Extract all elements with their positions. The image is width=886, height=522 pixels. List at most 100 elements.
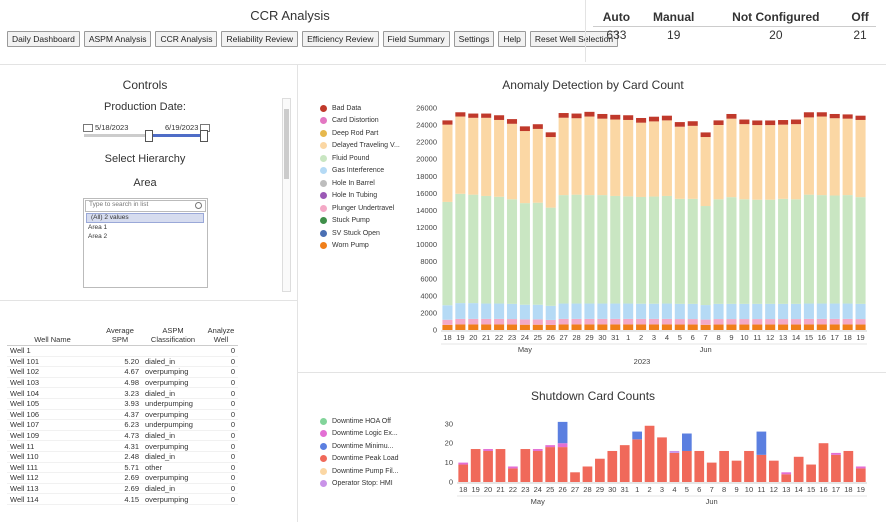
shutdown-legend-item[interactable]: Downtime Peak Load xyxy=(320,453,399,466)
bar-segment[interactable] xyxy=(687,319,698,325)
bar-segment[interactable] xyxy=(506,123,518,200)
bar-segment[interactable] xyxy=(468,113,479,118)
bar-segment[interactable] xyxy=(790,303,802,320)
bar-segment[interactable] xyxy=(855,197,866,304)
bar-segment[interactable] xyxy=(558,195,569,304)
table-row[interactable]: Well 11 4.31 overpumping 0 xyxy=(7,440,238,452)
date-slider-start-handle[interactable] xyxy=(145,130,153,142)
bar-segment[interactable] xyxy=(636,122,647,197)
bar-segment[interactable] xyxy=(519,203,530,305)
bar-segment[interactable] xyxy=(468,117,479,195)
bar-segment[interactable] xyxy=(584,195,595,304)
bar-segment[interactable] xyxy=(713,120,724,125)
start-date[interactable]: 5/18/2023 xyxy=(83,123,128,133)
bar-segment[interactable] xyxy=(610,318,621,325)
bar-segment[interactable] xyxy=(816,116,827,196)
bar-segment[interactable] xyxy=(623,196,634,304)
bar-segment[interactable] xyxy=(495,449,506,482)
bar-segment[interactable] xyxy=(694,450,705,482)
area-option-2[interactable]: Area 2 xyxy=(88,233,108,240)
bar-segment[interactable] xyxy=(481,318,492,325)
bar-segment[interactable] xyxy=(597,303,608,319)
bar-segment[interactable] xyxy=(571,113,582,119)
bar-segment[interactable] xyxy=(855,303,866,320)
bar-segment[interactable] xyxy=(739,124,750,200)
bar-segment[interactable] xyxy=(558,324,569,330)
bar-segment[interactable] xyxy=(648,318,660,325)
bar-segment[interactable] xyxy=(752,199,763,304)
bar-segment[interactable] xyxy=(674,324,685,330)
bar-segment[interactable] xyxy=(494,303,505,319)
bar-segment[interactable] xyxy=(781,474,792,482)
bar-segment[interactable] xyxy=(545,207,556,306)
nav-daily-dashboard-button[interactable]: Daily Dashboard xyxy=(7,31,80,47)
bar-segment[interactable] xyxy=(739,303,750,320)
bar-segment[interactable] xyxy=(790,319,802,325)
bar-segment[interactable] xyxy=(597,118,608,196)
bar-segment[interactable] xyxy=(545,132,556,138)
bar-segment[interactable] xyxy=(442,324,453,330)
bar-segment[interactable] xyxy=(661,303,672,319)
bar-segment[interactable] xyxy=(571,324,582,330)
bar-segment[interactable] xyxy=(713,319,724,325)
bar-segment[interactable] xyxy=(636,303,647,319)
bar-segment[interactable] xyxy=(687,198,698,304)
bar-segment[interactable] xyxy=(674,198,685,304)
bar-segment[interactable] xyxy=(706,462,717,482)
nav-aspm-analysis-button[interactable]: ASPM Analysis xyxy=(83,31,152,47)
bar-segment[interactable] xyxy=(532,449,543,451)
bar-segment[interactable] xyxy=(843,450,854,482)
bar-segment[interactable] xyxy=(726,324,737,330)
bar-segment[interactable] xyxy=(778,124,789,199)
bar-segment[interactable] xyxy=(768,460,779,482)
bar-segment[interactable] xyxy=(455,193,466,304)
bar-segment[interactable] xyxy=(483,449,493,451)
bar-segment[interactable] xyxy=(636,196,647,304)
bar-segment[interactable] xyxy=(713,303,724,320)
bar-segment[interactable] xyxy=(494,115,505,120)
bar-segment[interactable] xyxy=(816,112,827,117)
bar-segment[interactable] xyxy=(442,120,453,125)
bar-segment[interactable] xyxy=(494,119,505,197)
bar-segment[interactable] xyxy=(855,466,866,469)
bar-segment[interactable] xyxy=(455,112,466,117)
area-option-all[interactable]: (All) 2 values xyxy=(86,213,204,223)
bar-segment[interactable] xyxy=(545,447,556,482)
bar-segment[interactable] xyxy=(508,468,518,482)
bar-segment[interactable] xyxy=(700,324,711,330)
bar-segment[interactable] xyxy=(674,319,685,325)
bar-segment[interactable] xyxy=(661,120,672,196)
bar-segment[interactable] xyxy=(829,324,840,330)
bar-segment[interactable] xyxy=(558,113,569,118)
table-row[interactable]: Well 102 4.67 overpumping 0 xyxy=(7,366,238,378)
date-slider-end-handle[interactable] xyxy=(200,130,208,142)
bar-segment[interactable] xyxy=(842,324,853,330)
bar-segment[interactable] xyxy=(483,450,493,482)
bar-segment[interactable] xyxy=(790,119,802,125)
bar-segment[interactable] xyxy=(571,194,582,304)
bar-segment[interactable] xyxy=(584,111,595,117)
anomaly-legend-item[interactable]: Worn Pump xyxy=(320,240,400,253)
bar-segment[interactable] xyxy=(557,421,568,444)
bar-segment[interactable] xyxy=(781,472,792,475)
bar-segment[interactable] xyxy=(519,131,530,204)
bar-segment[interactable] xyxy=(584,116,595,196)
bar-segment[interactable] xyxy=(829,118,840,196)
bar-segment[interactable] xyxy=(778,319,789,325)
nav-reliability-review-button[interactable]: Reliability Review xyxy=(221,31,299,47)
bar-segment[interactable] xyxy=(661,195,672,304)
bar-segment[interactable] xyxy=(778,324,789,330)
bar-segment[interactable] xyxy=(855,319,866,325)
bar-segment[interactable] xyxy=(752,120,763,126)
bar-segment[interactable] xyxy=(597,195,608,304)
anomaly-legend-item[interactable]: Stuck Pump xyxy=(320,215,400,228)
area-option-1[interactable]: Area 1 xyxy=(88,224,108,231)
anomaly-legend-item[interactable]: Plunger Undertravel xyxy=(320,202,400,215)
bar-segment[interactable] xyxy=(803,194,814,304)
bar-segment[interactable] xyxy=(806,464,816,482)
bar-segment[interactable] xyxy=(519,126,530,132)
calendar-icon[interactable] xyxy=(83,124,93,133)
bar-segment[interactable] xyxy=(765,125,776,200)
col-analyze-well[interactable]: Analyze Well xyxy=(204,318,238,346)
bar-segment[interactable] xyxy=(623,324,634,330)
